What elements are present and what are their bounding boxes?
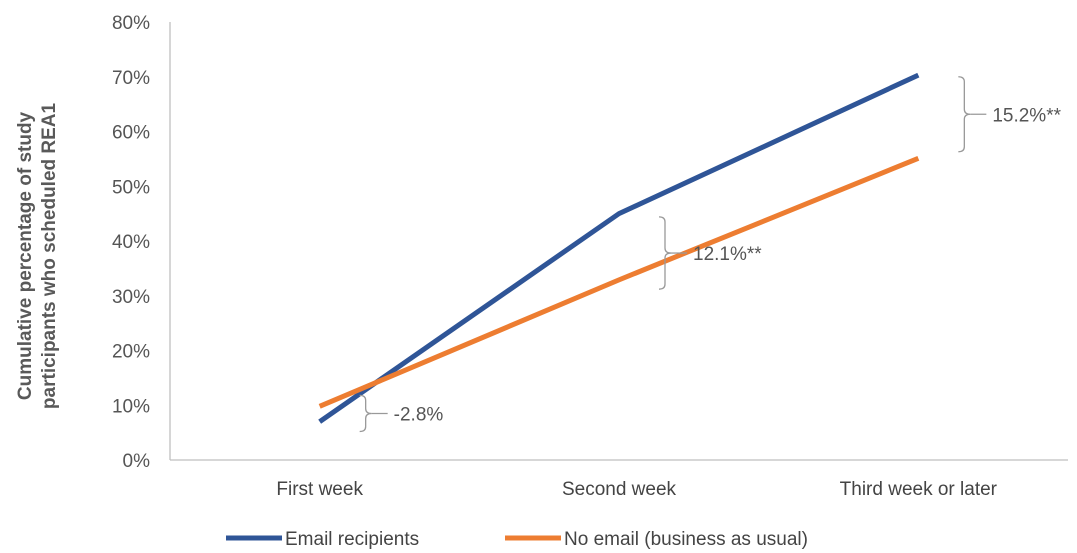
series-line [318,156,920,409]
x-tick-label: Third week or later [840,479,998,500]
legend-label: Email recipients [285,529,419,550]
x-tick-label: Second week [562,479,677,500]
y-tick-label: 70% [112,68,150,89]
y-axis-title: Cumulative percentage of study participan… [15,102,60,409]
y-axis-title-line: participants who scheduled REA1 [39,102,60,409]
series-lines [318,72,920,424]
annotation-label: -2.8% [394,404,444,425]
y-tick-labels: 0% 10% 20% 30% 40% 50% 60% 70% 80% [112,13,150,472]
y-tick-label: 60% [112,123,150,144]
legend-label: No email (business as usual) [564,529,808,550]
x-tick-labels: First week Second week Third week or later [276,479,997,500]
y-tick-label: 30% [112,287,150,308]
annotation-label: 15.2%** [992,105,1061,126]
x-tick-label: First week [276,479,363,500]
legend: Email recipients No email (business as us… [226,529,808,550]
y-tick-label: 40% [112,232,150,253]
y-tick-label: 50% [112,177,150,198]
y-tick-label: 10% [112,396,150,417]
annotations: -2.8% 12.1%** 15.2%** [359,76,1062,433]
annotation-brace [958,76,971,153]
y-axis-title-text: Cumulative percentage of study participan… [15,102,60,409]
annotation-brace [658,216,672,290]
y-tick-label: 20% [112,342,150,363]
y-tick-label: 0% [123,451,151,472]
series-line [318,72,920,424]
annotation-label: 12.1%** [693,244,762,265]
annotation-brace [359,394,372,433]
y-tick-label: 80% [112,13,150,34]
axes [169,22,1068,461]
y-axis-title-line: Cumulative percentage of study [15,111,36,400]
